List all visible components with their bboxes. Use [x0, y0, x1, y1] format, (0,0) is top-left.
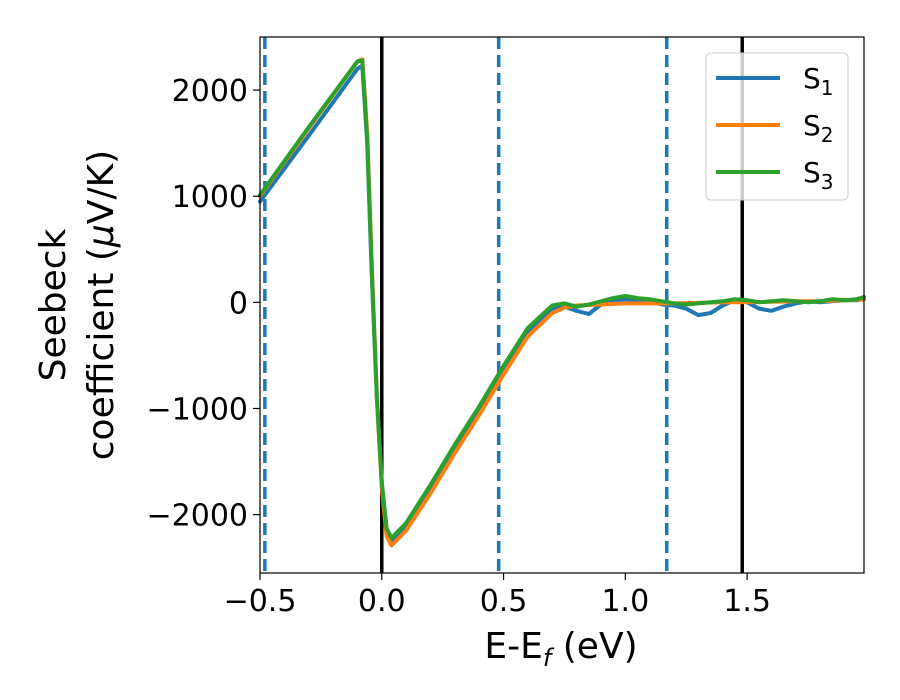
y-axis-ticks: 2000 1000 0 −1000 −2000: [147, 74, 260, 534]
plot-frame: [259, 36, 865, 574]
x-tick-label: 1.5: [723, 584, 771, 619]
series-lines: [258, 57, 866, 548]
y-axis-label-line1: Seebeck: [33, 228, 74, 381]
y-axis-label-line2: coefficient (μV/K): [81, 150, 122, 460]
legend-label-S2: S2: [803, 109, 834, 147]
x-axis-label: E-Ef (eV): [484, 626, 637, 672]
y-tick-label: 2000: [172, 74, 248, 109]
y-axis-label: Seebeck coefficient (μV/K): [33, 150, 122, 460]
y-tick-label: 1000: [172, 180, 248, 215]
legend-label-S1: S1: [803, 62, 834, 100]
x-tick-label: 0.0: [358, 584, 406, 619]
series-line-S3: [258, 58, 866, 540]
x-tick-label: 1.0: [601, 584, 649, 619]
legend-label-S3: S3: [803, 156, 834, 194]
y-tick-label: 0: [229, 286, 248, 321]
x-axis-ticks: −0.5 0.0 0.5 1.0 1.5: [224, 573, 771, 619]
x-tick-label: 0.5: [480, 584, 528, 619]
legend: S1 S2 S3: [705, 52, 849, 201]
y-tick-label: −2000: [147, 499, 248, 534]
y-tick-label: −1000: [147, 392, 248, 427]
x-tick-label: −0.5: [224, 584, 297, 619]
